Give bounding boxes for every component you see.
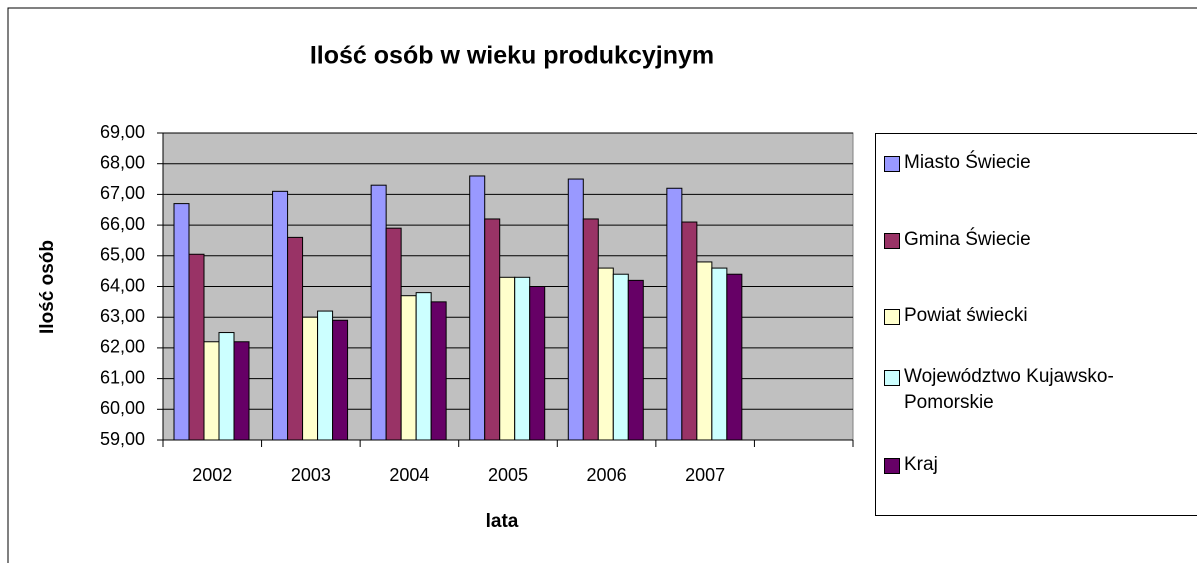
bar (430, 301, 447, 441)
x-tick-label: 2005 (488, 465, 528, 485)
bar (317, 310, 334, 441)
y-tick-label: 67,00 (100, 183, 145, 203)
y-tick-label: 63,00 (100, 306, 145, 326)
legend-entry: Powiat świecki (884, 303, 1197, 329)
bar (218, 332, 235, 441)
legend-label: Powiat świecki (904, 305, 1028, 326)
y-tick-label: 65,00 (100, 245, 145, 265)
bar (726, 273, 743, 441)
bar (514, 276, 531, 441)
legend-label: Kraj (904, 454, 938, 475)
bar (233, 341, 250, 441)
y-tick-label: 66,00 (100, 214, 145, 234)
legend-label: Województwo Kujawsko-Pomorskie (904, 366, 1114, 413)
bar (415, 292, 432, 441)
bar (370, 184, 387, 441)
y-tick-label: 60,00 (100, 398, 145, 418)
bar (499, 276, 516, 441)
bar (696, 261, 713, 441)
bar (332, 319, 349, 441)
y-axis-label: Ilość osób (37, 240, 58, 334)
bar (469, 175, 486, 441)
bar (567, 178, 584, 441)
bar (272, 190, 289, 441)
bar (302, 316, 319, 441)
bar (173, 203, 190, 441)
chart-frame (7, 7, 1197, 563)
x-tick-label: 2003 (291, 465, 331, 485)
y-tick-label: 68,00 (100, 152, 145, 172)
x-tick-label: 2004 (389, 465, 429, 485)
bar (612, 273, 629, 441)
bar (287, 236, 304, 441)
bar (597, 267, 614, 441)
legend-label: Miasto Świecie (904, 152, 1031, 173)
y-tick-label: 62,00 (100, 337, 145, 357)
bar (188, 253, 205, 441)
bar (484, 218, 501, 441)
legend-key (884, 370, 900, 386)
bar (681, 221, 698, 441)
legend: Miasto Świecie Gmina Świecie Powiat świeck… (875, 133, 1197, 516)
legend-key (884, 309, 900, 325)
legend-key (884, 156, 900, 172)
chart-title: Ilość osób w wieku produkcyjnym (310, 42, 714, 70)
y-tick-label: 61,00 (100, 367, 145, 387)
y-tick-label: 59,00 (100, 429, 145, 449)
x-tick-label: 2002 (192, 465, 232, 485)
bar (400, 295, 417, 441)
bar (582, 218, 599, 441)
legend-key (884, 458, 900, 474)
legend-label: Gmina Świecie (904, 229, 1031, 250)
bar (627, 279, 644, 441)
x-tick-label: 2006 (587, 465, 627, 485)
legend-entry: Kraj (884, 452, 1197, 478)
x-axis-label: lata (486, 511, 519, 532)
bar (666, 187, 683, 441)
y-tick-label: 69,00 (100, 122, 145, 142)
legend-entry: Miasto Świecie (884, 150, 1197, 176)
x-tick-label: 2007 (685, 465, 725, 485)
legend-entry: Gmina Świecie (884, 227, 1197, 253)
legend-entry: Województwo Kujawsko-Pomorskie (884, 364, 1197, 416)
bar (711, 267, 728, 441)
bar (385, 227, 402, 441)
bar (529, 286, 546, 441)
y-tick-label: 64,00 (100, 275, 145, 295)
bar (203, 341, 220, 441)
legend-key (884, 233, 900, 249)
